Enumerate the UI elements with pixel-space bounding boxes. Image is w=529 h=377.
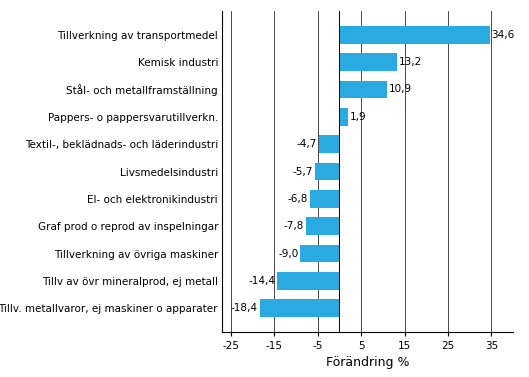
Text: -6,8: -6,8 <box>288 194 308 204</box>
Bar <box>277 272 340 290</box>
Bar <box>340 81 387 98</box>
Text: -18,4: -18,4 <box>231 303 258 313</box>
Bar <box>306 218 340 235</box>
Text: 1,9: 1,9 <box>350 112 366 122</box>
Bar <box>300 245 340 262</box>
X-axis label: Förändring %: Förändring % <box>326 356 409 369</box>
Text: -9,0: -9,0 <box>278 248 298 259</box>
Bar <box>319 135 340 153</box>
Text: 34,6: 34,6 <box>491 30 515 40</box>
Bar <box>340 53 397 71</box>
Text: 13,2: 13,2 <box>398 57 422 67</box>
Bar <box>315 162 340 181</box>
Bar <box>340 108 348 126</box>
Bar <box>260 299 340 317</box>
Text: -5,7: -5,7 <box>293 167 313 176</box>
Text: -4,7: -4,7 <box>297 139 317 149</box>
Text: -7,8: -7,8 <box>284 221 304 231</box>
Bar <box>340 26 490 44</box>
Text: -14,4: -14,4 <box>248 276 275 286</box>
Bar <box>310 190 340 208</box>
Text: 10,9: 10,9 <box>388 84 412 95</box>
